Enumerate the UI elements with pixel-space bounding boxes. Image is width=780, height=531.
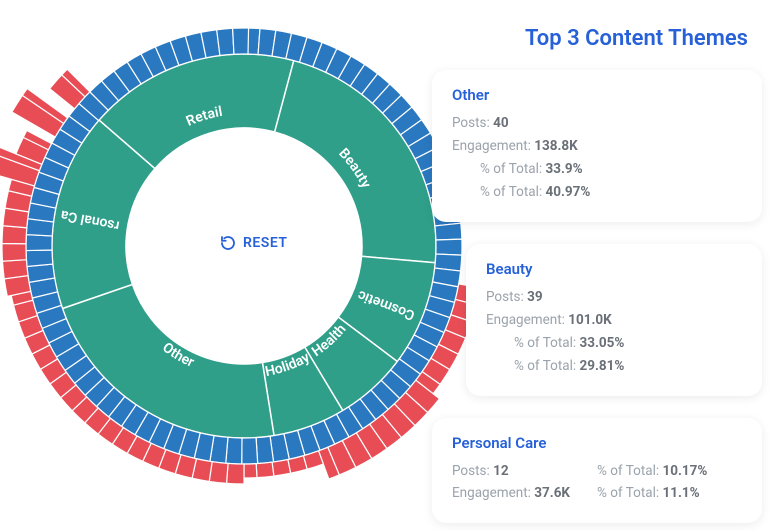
reset-button[interactable]: RESET bbox=[219, 234, 287, 252]
theme-cards: OtherPosts: 40Engagement: 138.8K% of Tot… bbox=[432, 70, 762, 523]
theme-card[interactable]: Personal Care Posts: 12% of Total: 10.17%… bbox=[432, 418, 762, 524]
card-title: Personal Care bbox=[452, 434, 742, 452]
stat-row: Posts: 12% of Total: 10.17% bbox=[452, 460, 742, 483]
stat-line: % of Total: 10.17% bbox=[597, 460, 742, 483]
stat-line: % of Total: 40.97% bbox=[452, 181, 742, 204]
stat-line: % of Total: 33.05% bbox=[486, 332, 742, 355]
stat-line: Engagement: 37.6K bbox=[452, 482, 597, 505]
stat-line: % of Total: 29.81% bbox=[486, 355, 742, 378]
page-title: Top 3 Content Themes bbox=[525, 26, 748, 51]
stat-row: Engagement: 37.6K% of Total: 11.1% bbox=[452, 482, 742, 505]
reset-label: RESET bbox=[243, 235, 287, 251]
reset-icon bbox=[219, 234, 237, 252]
theme-card[interactable]: BeautyPosts: 39Engagement: 101.0K% of To… bbox=[466, 244, 762, 396]
stat-line: Posts: 12 bbox=[452, 460, 597, 483]
stat-line: Posts: 39 bbox=[486, 286, 742, 309]
stat-line: % of Total: 11.1% bbox=[597, 482, 742, 505]
theme-card[interactable]: OtherPosts: 40Engagement: 138.8K% of Tot… bbox=[432, 70, 762, 222]
sunburst-chart: BeautyCosmeticHealthHolidayOtherPersonal… bbox=[0, 0, 480, 490]
card-title: Beauty bbox=[486, 260, 742, 278]
card-title: Other bbox=[452, 86, 742, 104]
stat-line: Engagement: 138.8K bbox=[452, 135, 742, 158]
stat-line: Engagement: 101.0K bbox=[486, 309, 742, 332]
stat-line: Posts: 40 bbox=[452, 112, 742, 135]
stat-line: % of Total: 33.9% bbox=[452, 158, 742, 181]
